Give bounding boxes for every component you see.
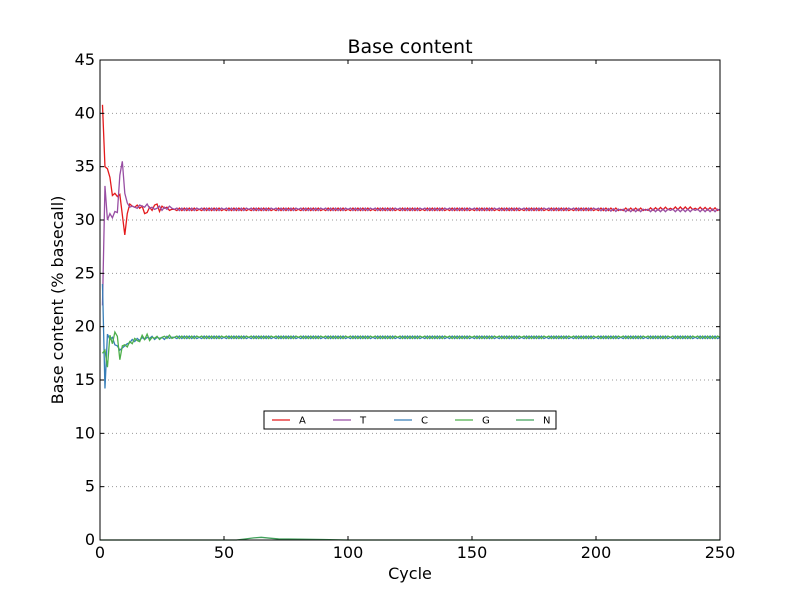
series-layer: [100, 104, 721, 541]
y-tick-label: 35: [75, 157, 95, 176]
y-axis: 0 5 10 15 20 25 30 35 40 45: [75, 50, 720, 549]
grid-lines: [100, 112, 720, 488]
y-tick-label: 15: [75, 370, 95, 389]
y-tick-label: 25: [75, 263, 95, 282]
y-tick-label: 40: [75, 103, 95, 122]
x-tick-label: 150: [457, 543, 488, 562]
plot-frame: [99, 59, 721, 541]
y-tick-label: 45: [75, 50, 95, 69]
y-tick-label: 0: [85, 530, 95, 549]
legend-label-g: G: [482, 416, 490, 427]
x-axis-label: Cycle: [388, 564, 432, 583]
x-tick-label: 250: [705, 543, 736, 562]
x-axis: 0 50 100 150 200 250: [95, 60, 735, 562]
y-tick-label: 30: [75, 210, 95, 229]
x-tick-label: 100: [333, 543, 364, 562]
series-line-t: [101, 161, 721, 306]
series-line-g: [101, 330, 721, 368]
y-axis-label: Base content (% basecall): [48, 196, 67, 405]
legend-label-a: A: [299, 416, 306, 427]
x-tick-label: 200: [581, 543, 612, 562]
x-tick-label: 0: [95, 543, 105, 562]
x-tick-label: 50: [214, 543, 234, 562]
chart-title: Base content: [347, 36, 472, 58]
y-tick-label: 5: [85, 477, 95, 496]
legend-label-n: N: [543, 416, 550, 427]
series-line-a: [101, 104, 721, 236]
legend-label-c: C: [421, 416, 428, 427]
y-tick-label: 10: [75, 423, 95, 442]
y-tick-label: 20: [75, 317, 95, 336]
legend-label-t: T: [359, 416, 367, 427]
